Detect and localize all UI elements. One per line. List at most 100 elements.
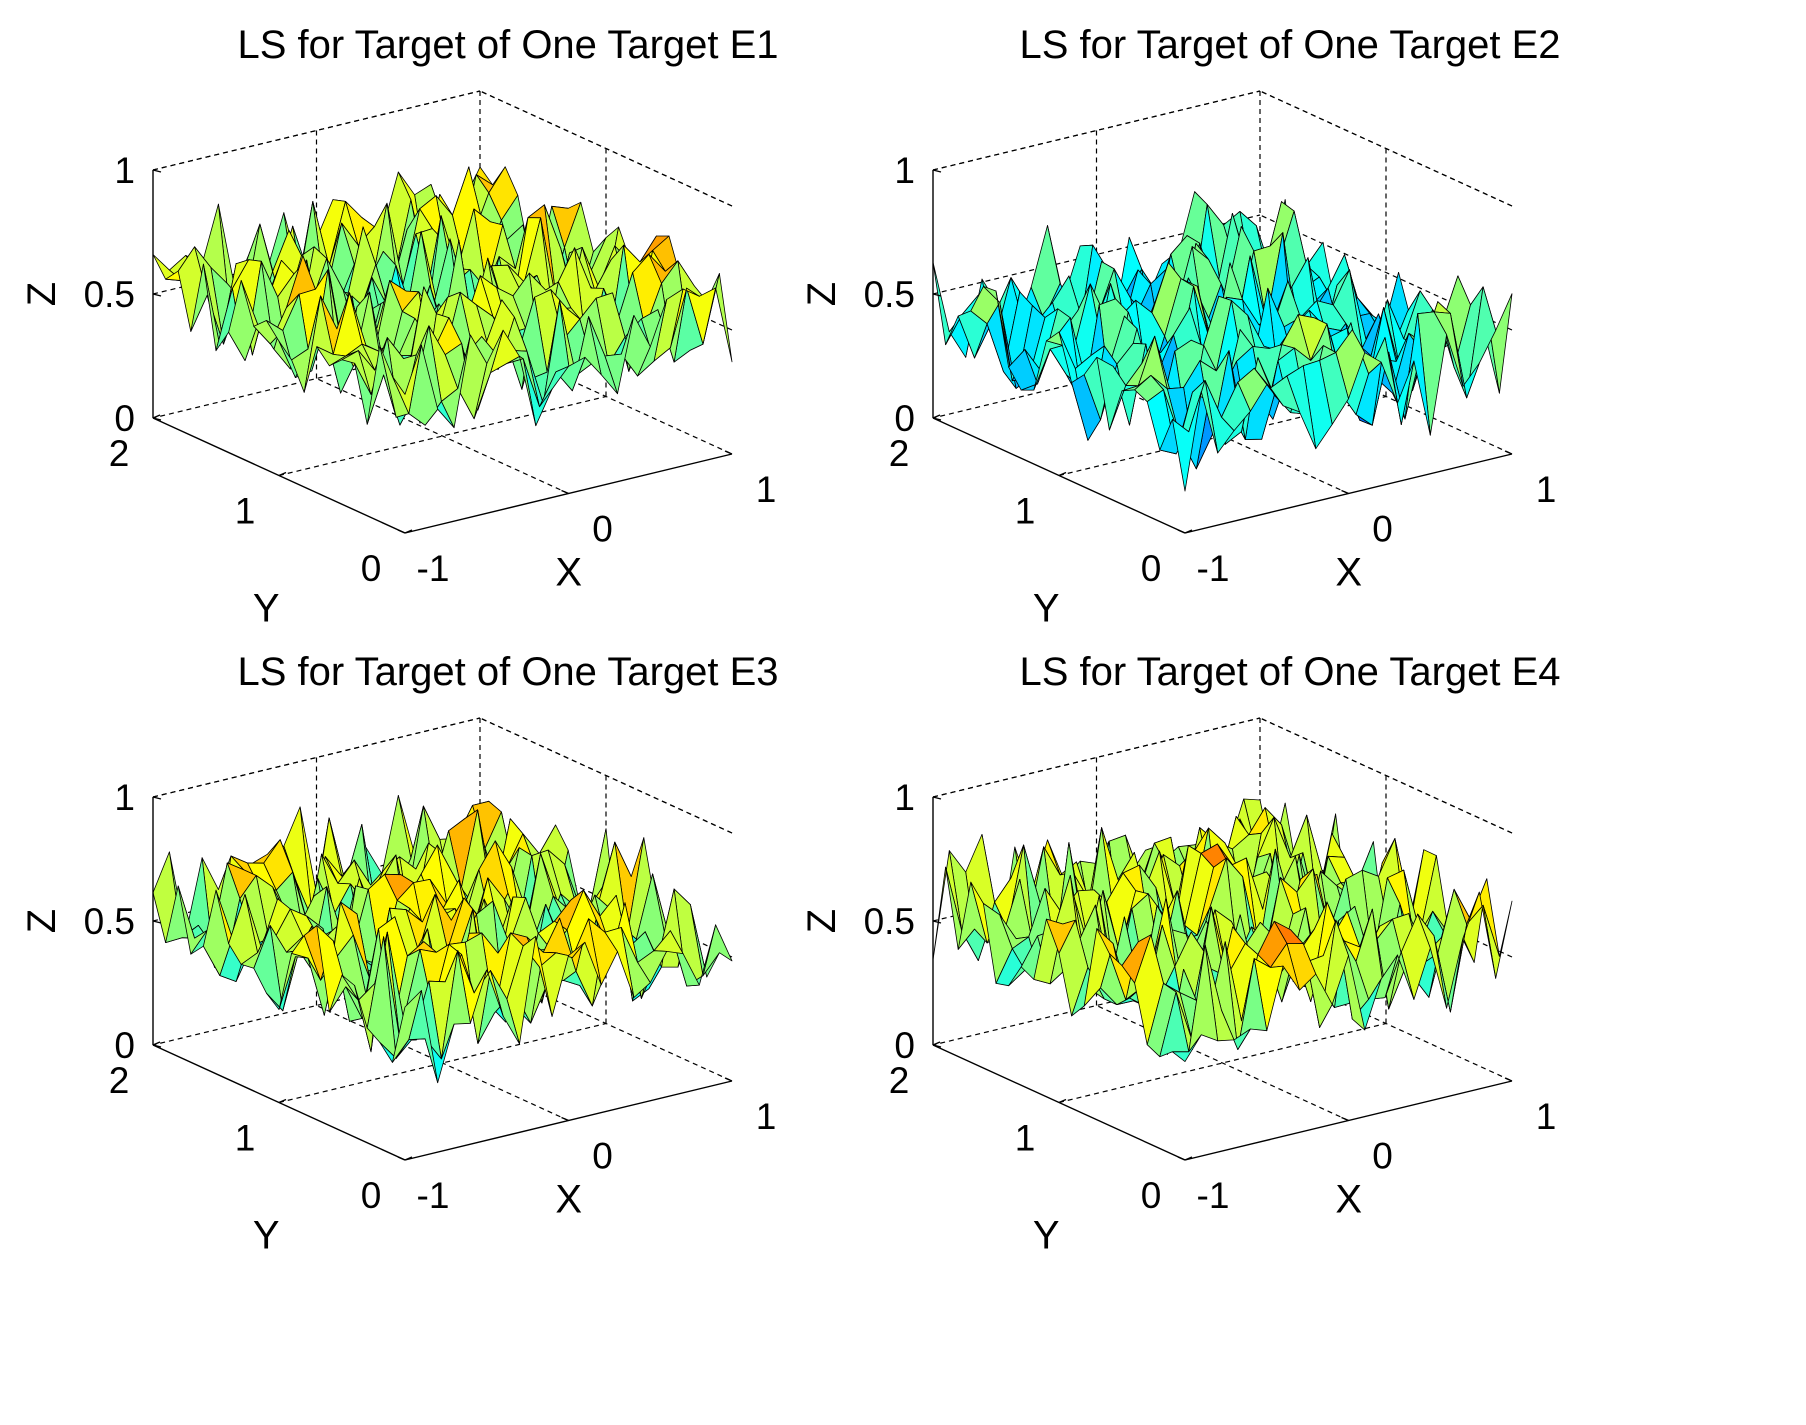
y-axis-label: Y — [253, 1214, 280, 1258]
y-axis-label: Y — [1033, 587, 1060, 631]
z-tick-label: 1 — [894, 777, 915, 818]
y-axis-label: Y — [253, 587, 280, 631]
subplot-grid: LS for Target of One Target E1-10101200.… — [20, 23, 1561, 1258]
x-tick-label: 1 — [756, 469, 777, 510]
x-axis-label: X — [1335, 551, 1362, 595]
y-tick-label: 2 — [109, 1060, 130, 1101]
tick-mark — [1177, 529, 1186, 534]
x-tick-label: 1 — [756, 1096, 777, 1137]
z-tick-label: 0 — [894, 398, 915, 439]
axis-lines — [152, 796, 733, 1161]
subplot-4: LS for Target of One Target E4-10101200.… — [800, 650, 1561, 1258]
y-tick-label: 2 — [889, 1060, 910, 1101]
x-tick-label: 0 — [592, 1136, 613, 1177]
grid-line — [1096, 1004, 1349, 1122]
tick-mark — [1341, 1116, 1349, 1122]
surface-patch — [391, 990, 422, 1063]
surface — [932, 798, 1513, 1062]
tick-mark — [932, 1044, 942, 1048]
surface-patch — [1172, 391, 1202, 492]
tick-mark — [152, 920, 162, 924]
z-tick-label: 1 — [894, 150, 915, 191]
surface — [152, 795, 733, 1084]
y-tick-label: 1 — [235, 491, 256, 532]
grid-line — [278, 1022, 607, 1104]
x-tick-label: -1 — [1197, 548, 1230, 589]
z-tick-label: 1 — [114, 150, 135, 191]
x-tick-label: 0 — [1372, 509, 1393, 550]
tick-mark — [724, 450, 733, 455]
tick-mark — [1177, 1156, 1186, 1161]
tick-mark — [152, 417, 162, 421]
y-tick-label: 1 — [1015, 1118, 1036, 1159]
x-tick-label: -1 — [1197, 1175, 1230, 1216]
subplot-title: LS for Target of One Target E3 — [237, 650, 778, 694]
y-tick-label: 0 — [1141, 548, 1162, 589]
tick-mark — [397, 529, 406, 534]
axis-lines — [152, 169, 733, 534]
z-tick-label: 1 — [114, 777, 135, 818]
tick-mark — [1058, 471, 1067, 477]
surface-patch — [391, 344, 422, 415]
grid-line — [932, 90, 1261, 171]
z-axis-label: Z — [20, 282, 64, 306]
z-tick-label: 0.5 — [864, 901, 915, 942]
axis-lines — [932, 796, 1513, 1161]
tick-mark — [152, 169, 162, 173]
tick-mark — [932, 796, 942, 800]
tick-mark — [1504, 1077, 1513, 1082]
subplot-2: LS for Target of One Target E2-10101200.… — [800, 23, 1561, 631]
y-tick-label: 1 — [1015, 491, 1036, 532]
grid-line — [152, 90, 481, 171]
tick-mark — [152, 293, 162, 297]
tick-mark — [1184, 529, 1193, 534]
tick-mark — [932, 417, 942, 421]
y-tick-label: 2 — [109, 433, 130, 474]
tick-mark — [397, 1156, 406, 1161]
z-tick-label: 0 — [114, 1025, 135, 1066]
tick-mark — [152, 1041, 161, 1046]
tick-mark — [932, 293, 942, 297]
subplot-title: LS for Target of One Target E1 — [237, 23, 778, 67]
z-tick-label: 0.5 — [84, 901, 135, 942]
z-axis-label: Z — [20, 909, 64, 933]
tick-mark — [278, 471, 287, 477]
tick-mark — [561, 489, 569, 495]
x-tick-label: 0 — [592, 509, 613, 550]
surface — [932, 191, 1513, 492]
tick-mark — [152, 1044, 162, 1048]
subplot-title: LS for Target of One Target E2 — [1019, 23, 1560, 67]
tick-mark — [724, 1077, 733, 1082]
subplot-1: LS for Target of One Target E1-10101200.… — [20, 23, 779, 631]
grid-line — [278, 395, 607, 477]
tick-mark — [932, 414, 941, 419]
tick-mark — [561, 1116, 569, 1122]
tick-mark — [278, 1098, 287, 1104]
x-tick-label: -1 — [417, 1175, 450, 1216]
tick-mark — [1184, 1156, 1193, 1161]
surface-patch — [1172, 1034, 1202, 1062]
tick-mark — [152, 796, 162, 800]
grid-line — [316, 377, 569, 495]
surface — [152, 166, 733, 429]
z-axis-label: Z — [800, 282, 844, 306]
y-axis-label: Y — [1033, 1214, 1060, 1258]
tick-mark — [1341, 489, 1349, 495]
x-axis-label: X — [1335, 1178, 1362, 1222]
z-axis-label: Z — [800, 909, 844, 933]
x-axis-label: X — [555, 551, 582, 595]
y-tick-label: 0 — [361, 1175, 382, 1216]
subplot-title: LS for Target of One Target E4 — [1019, 650, 1560, 694]
x-tick-label: 1 — [1536, 1096, 1557, 1137]
x-axis-label: X — [555, 1178, 582, 1222]
x-tick-label: 0 — [1372, 1136, 1393, 1177]
tick-mark — [932, 169, 942, 173]
grid-line — [932, 717, 1261, 798]
y-tick-label: 0 — [1141, 1175, 1162, 1216]
tick-mark — [404, 1156, 413, 1161]
z-tick-label: 0 — [114, 398, 135, 439]
y-tick-label: 1 — [235, 1118, 256, 1159]
tick-mark — [1058, 1098, 1067, 1104]
